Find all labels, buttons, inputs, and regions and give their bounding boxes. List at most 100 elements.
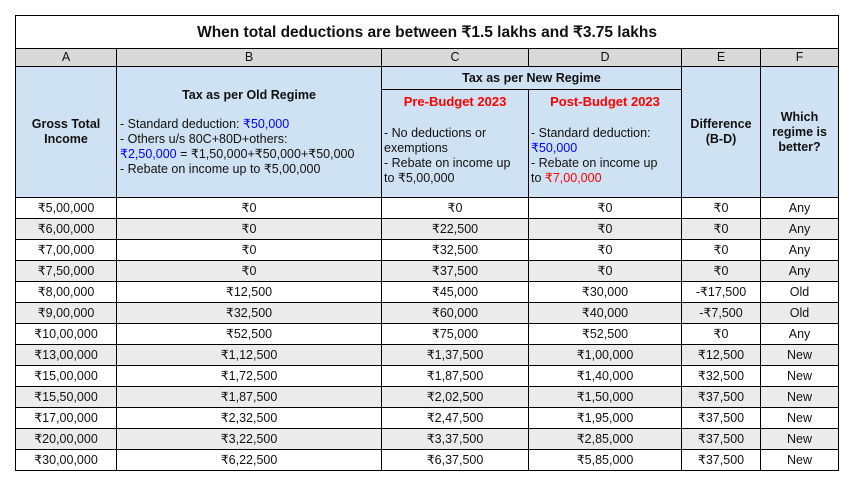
old-regime-tax-cell: ₹0 (116, 197, 382, 219)
old-regime-tax-cell: ₹6,22,500 (116, 449, 382, 471)
column-letter-d: D (528, 48, 682, 67)
old-regime-line2: - Others u/s 80C+80D+others: (120, 131, 288, 146)
table-row: ₹9,00,000 ₹32,500 ₹60,000 ₹40,000 -₹7,500 Old (15, 302, 840, 324)
table-row: ₹7,00,000 ₹0 ₹32,500 ₹0 ₹0 Any (15, 239, 840, 261)
table-row: ₹15,50,000 ₹1,87,500 ₹2,02,500 ₹1,50,000 ₹37… (15, 386, 840, 408)
difference-cell: ₹0 (681, 323, 761, 345)
gross-income-cell: ₹17,00,000 (15, 407, 117, 429)
difference-cell: -₹7,500 (681, 302, 761, 324)
old-regime-tax-cell: ₹52,500 (116, 323, 382, 345)
post-budget-tax-cell: ₹0 (528, 218, 682, 240)
better-regime-cell: Old (759, 302, 840, 324)
difference-cell: ₹37,500 (681, 428, 761, 450)
header-old-regime: Tax as per Old Regime - Standard deducti… (116, 66, 382, 198)
post-budget-standard-deduction-value: ₹50,000 (531, 141, 578, 155)
better-regime-cell: Any (759, 260, 840, 282)
column-letter-c: C (381, 48, 529, 67)
difference-cell: -₹17,500 (681, 281, 761, 303)
post-budget-line1: - Standard deduction: (531, 126, 651, 140)
tax-comparison-table: When total deductions are between ₹1.5 l… (14, 15, 840, 471)
old-regime-line4: - Rebate on income up to ₹5,00,000 (120, 161, 321, 176)
difference-cell: ₹0 (681, 218, 761, 240)
pre-budget-line1: - No deductions or (384, 126, 487, 140)
post-budget-tax-cell: ₹5,85,000 (528, 449, 682, 471)
better-regime-cell: Any (759, 197, 840, 219)
table-row: ₹30,00,000 ₹6,22,500 ₹6,37,500 ₹5,85,000 ₹37… (15, 449, 840, 471)
post-budget-line3: - Rebate on income up (531, 156, 658, 170)
table-row: ₹13,00,000 ₹1,12,500 ₹1,37,500 ₹1,00,000 ₹12… (15, 344, 840, 366)
column-letter-f: F (759, 48, 840, 67)
post-budget-tax-cell: ₹0 (528, 197, 682, 219)
difference-cell: ₹0 (681, 260, 761, 282)
better-regime-cell: Any (759, 323, 840, 345)
pre-budget-line4: to ₹5,00,000 (384, 171, 455, 185)
old-regime-tax-cell: ₹1,87,500 (116, 386, 382, 408)
old-regime-tax-cell: ₹2,32,500 (116, 407, 382, 429)
table-row: ₹6,00,000 ₹0 ₹22,500 ₹0 ₹0 Any (15, 218, 840, 240)
pre-budget-tax-cell: ₹6,37,500 (381, 449, 529, 471)
table-body: ₹5,00,000 ₹0 ₹0 ₹0 ₹0 Any ₹6,00,000 ₹0 ₹22,500 ₹0… (15, 197, 840, 471)
pre-budget-tax-cell: ₹1,37,500 (381, 344, 529, 366)
old-regime-tax-cell: ₹0 (116, 218, 382, 240)
pre-budget-line3: - Rebate on income up (384, 156, 511, 170)
difference-cell: ₹32,500 (681, 365, 761, 387)
post-budget-tax-cell: ₹1,40,000 (528, 365, 682, 387)
post-budget-tax-cell: ₹0 (528, 239, 682, 261)
old-regime-other-deductions-value: ₹2,50,000 (120, 146, 177, 161)
difference-cell: ₹0 (681, 239, 761, 261)
old-regime-tax-cell: ₹0 (116, 260, 382, 282)
better-regime-cell: Any (759, 218, 840, 240)
table-row: ₹20,00,000 ₹3,22,500 ₹3,37,500 ₹2,85,000 ₹37… (15, 428, 840, 450)
better-regime-cell: New (759, 407, 840, 429)
pre-budget-tax-cell: ₹32,500 (381, 239, 529, 261)
post-budget-tax-cell: ₹1,00,000 (528, 344, 682, 366)
pre-budget-tax-cell: ₹37,500 (381, 260, 529, 282)
header-difference-line2: (B-D) (705, 132, 737, 146)
column-letter-row: A B C D E F (15, 48, 840, 67)
gross-income-cell: ₹7,00,000 (15, 239, 117, 261)
table-row: ₹7,50,000 ₹0 ₹37,500 ₹0 ₹0 Any (15, 260, 840, 282)
header-gross-income-line1: Gross Total (31, 117, 101, 131)
header-pre-budget: Pre-Budget 2023 - No deductions or exemp… (381, 89, 529, 198)
pre-budget-tax-cell: ₹45,000 (381, 281, 529, 303)
old-regime-line1: - Standard deduction: ₹50,000 (120, 117, 378, 132)
pre-budget-title: Pre-Budget 2023 (403, 94, 507, 109)
post-budget-rebate-limit-value: ₹7,00,000 (544, 171, 602, 185)
gross-income-cell: ₹5,00,000 (15, 197, 117, 219)
better-regime-cell: Old (759, 281, 840, 303)
pre-budget-line2: exemptions (384, 141, 448, 155)
post-budget-line4: to ₹7,00,000 (531, 171, 679, 186)
gross-income-cell: ₹15,50,000 (15, 386, 117, 408)
old-regime-tax-cell: ₹1,72,500 (116, 365, 382, 387)
post-budget-tax-cell: ₹40,000 (528, 302, 682, 324)
old-regime-line3-rest: = ₹1,50,000+₹50,000+₹50,000 (176, 146, 355, 161)
header-better-line3: better? (778, 139, 821, 154)
difference-cell: ₹37,500 (681, 407, 761, 429)
header-post-budget: Post-Budget 2023 - Standard deduction: ₹… (528, 89, 682, 198)
gross-income-cell: ₹6,00,000 (15, 218, 117, 240)
column-letter-a: A (15, 48, 117, 67)
table-row: ₹15,00,000 ₹1,72,500 ₹1,87,500 ₹1,40,000 ₹32… (15, 365, 840, 387)
pre-budget-tax-cell: ₹2,47,500 (381, 407, 529, 429)
gross-income-cell: ₹20,00,000 (15, 428, 117, 450)
post-budget-tax-cell: ₹2,85,000 (528, 428, 682, 450)
better-regime-cell: Any (759, 239, 840, 261)
post-budget-tax-cell: ₹1,50,000 (528, 386, 682, 408)
header-difference: Difference (B-D) (681, 66, 761, 198)
header-better-line1: Which (780, 109, 819, 124)
gross-income-cell: ₹13,00,000 (15, 344, 117, 366)
post-budget-tax-cell: ₹1,95,000 (528, 407, 682, 429)
table-row: ₹8,00,000 ₹12,500 ₹45,000 ₹30,000 -₹17,500 Ol… (15, 281, 840, 303)
old-regime-tax-cell: ₹12,500 (116, 281, 382, 303)
post-budget-tax-cell: ₹0 (528, 260, 682, 282)
header-better-regime: Which regime is better? (759, 66, 840, 198)
pre-budget-tax-cell: ₹2,02,500 (381, 386, 529, 408)
better-regime-cell: New (759, 344, 840, 366)
column-letter-e: E (681, 48, 761, 67)
old-regime-tax-cell: ₹32,500 (116, 302, 382, 324)
header-gross-income: Gross Total Income (15, 66, 117, 198)
pre-budget-tax-cell: ₹22,500 (381, 218, 529, 240)
table-row: ₹5,00,000 ₹0 ₹0 ₹0 ₹0 Any (15, 197, 840, 219)
table-title: When total deductions are between ₹1.5 l… (14, 15, 840, 49)
better-regime-cell: New (759, 386, 840, 408)
